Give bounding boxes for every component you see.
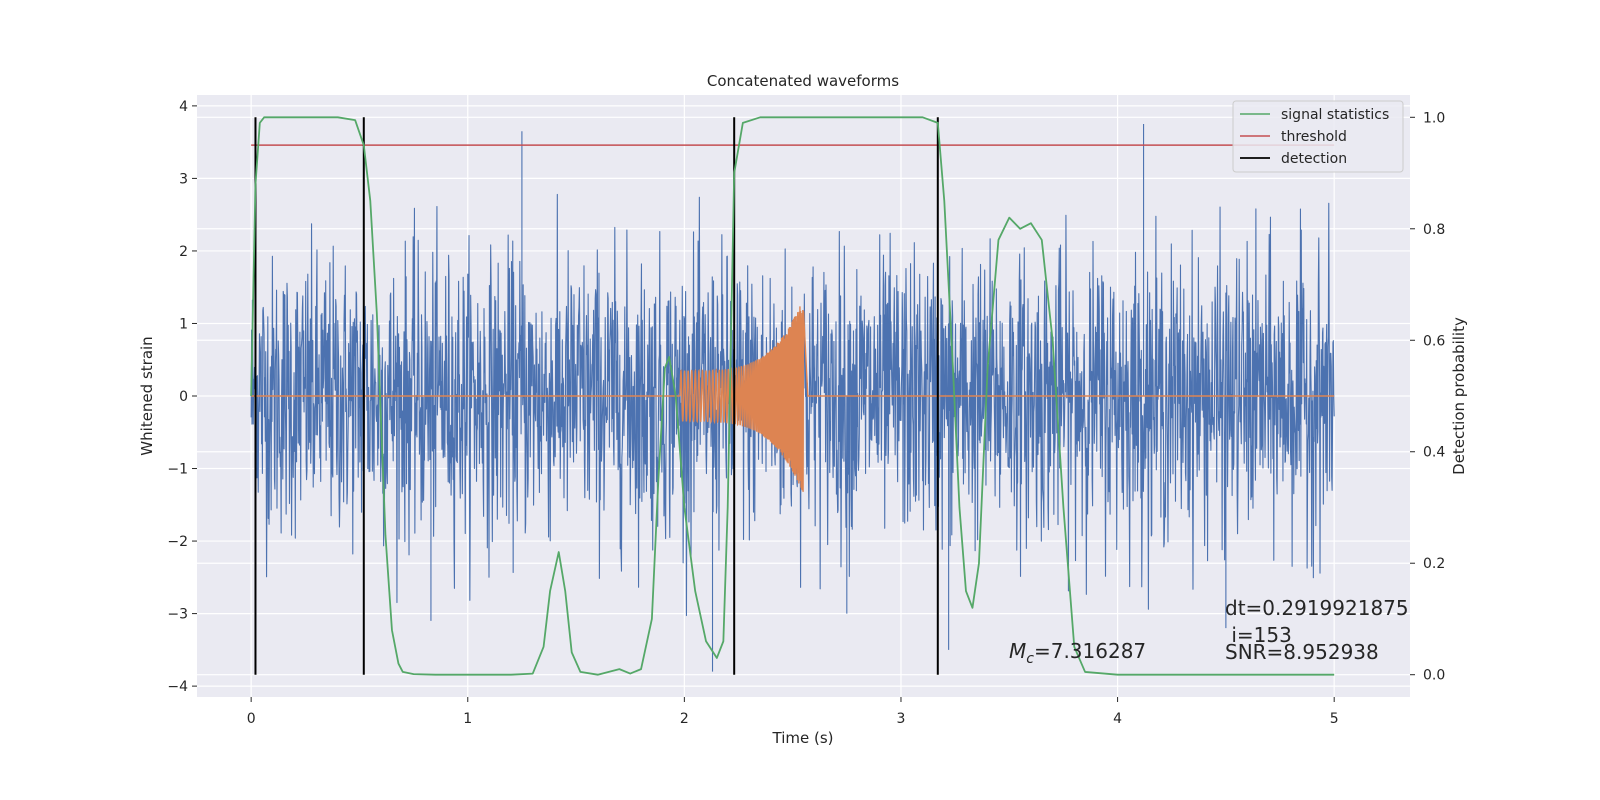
x-tick-label: 3 — [897, 711, 906, 727]
x-axis-label: Time (s) — [772, 729, 834, 747]
y-tick-label-left: −4 — [167, 679, 188, 695]
y-tick-label-left: 3 — [179, 171, 188, 187]
y-tick-label-left: −2 — [167, 534, 188, 550]
signal-statistics-line — [250, 116, 1335, 676]
y-tick-label-left: 1 — [179, 316, 188, 332]
y-tick-label-left: −3 — [167, 607, 188, 623]
y-tick-label-left: −1 — [167, 462, 188, 478]
y-axis-label-left: Whitened strain — [138, 336, 156, 455]
x-tick-label: 1 — [463, 711, 472, 727]
annotation-index: i=153 — [1225, 623, 1292, 647]
y-tick-label-right: 0.4 — [1423, 445, 1445, 461]
y-tick-label-right: 1.0 — [1423, 110, 1445, 126]
y-tick-label-right: 0.6 — [1423, 333, 1445, 349]
x-tick-label: 2 — [680, 711, 689, 727]
injected-series — [251, 306, 1335, 492]
annotation-chirp-mass: Mc=7.316287 — [1009, 639, 1146, 667]
y-tick-label-left: 2 — [179, 244, 188, 260]
axis-ticks: 0 1 2 3 4 5 −4 −3 −2 −1 0 1 2 3 4 0.0 0.2 0.4 0.6 0.8 1.0 — [167, 99, 1445, 727]
legend-label-detection: detection — [1281, 151, 1347, 167]
x-tick-label: 4 — [1113, 711, 1122, 727]
x-tick-label: 5 — [1330, 711, 1339, 727]
injected-waveform-line — [251, 306, 1335, 492]
legend: signal statistics threshold detection — [1232, 100, 1404, 173]
legend-label-threshold: threshold — [1281, 129, 1347, 145]
y-tick-label-right: 0.0 — [1423, 668, 1445, 684]
legend-label-signal: signal statistics — [1281, 107, 1389, 123]
legend-box — [1232, 100, 1404, 173]
annotation-dt: dt=0.2919921875 — [1225, 596, 1409, 620]
y-tick-label-right: 0.8 — [1423, 222, 1445, 238]
x-tick-label: 0 — [247, 711, 256, 727]
y-axis-label-right: Detection probability — [1450, 317, 1468, 475]
chart-title: Concatenated waveforms — [707, 72, 899, 90]
y-tick-label-right: 0.2 — [1423, 556, 1445, 572]
y-tick-label-left: 0 — [179, 389, 188, 405]
signal-statistics-series — [250, 116, 1335, 676]
annotation-snr: SNR=8.952938 — [1225, 640, 1379, 664]
y-tick-label-left: 4 — [179, 99, 188, 115]
